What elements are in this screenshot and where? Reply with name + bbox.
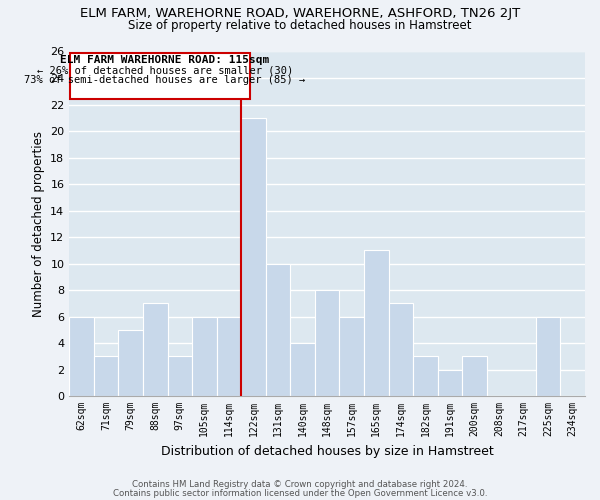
- FancyBboxPatch shape: [70, 53, 250, 99]
- Bar: [217, 316, 241, 396]
- Text: Contains public sector information licensed under the Open Government Licence v3: Contains public sector information licen…: [113, 488, 487, 498]
- Bar: [536, 316, 560, 396]
- Bar: [389, 304, 413, 396]
- Bar: [192, 316, 217, 396]
- Text: ← 26% of detached houses are smaller (30): ← 26% of detached houses are smaller (30…: [37, 66, 293, 76]
- Bar: [437, 370, 462, 396]
- Bar: [315, 290, 340, 396]
- Y-axis label: Number of detached properties: Number of detached properties: [32, 131, 44, 317]
- Text: ELM FARM WAREHORNE ROAD: 115sqm: ELM FARM WAREHORNE ROAD: 115sqm: [61, 56, 269, 66]
- Text: Size of property relative to detached houses in Hamstreet: Size of property relative to detached ho…: [128, 19, 472, 32]
- Bar: [69, 316, 94, 396]
- Bar: [241, 118, 266, 396]
- Bar: [340, 316, 364, 396]
- Bar: [266, 264, 290, 396]
- Bar: [118, 330, 143, 396]
- Text: 73% of semi-detached houses are larger (85) →: 73% of semi-detached houses are larger (…: [25, 76, 305, 86]
- Text: ELM FARM, WAREHORNE ROAD, WAREHORNE, ASHFORD, TN26 2JT: ELM FARM, WAREHORNE ROAD, WAREHORNE, ASH…: [80, 8, 520, 20]
- Bar: [413, 356, 437, 396]
- Bar: [462, 356, 487, 396]
- Text: Contains HM Land Registry data © Crown copyright and database right 2024.: Contains HM Land Registry data © Crown c…: [132, 480, 468, 489]
- Bar: [364, 250, 389, 396]
- Bar: [167, 356, 192, 396]
- X-axis label: Distribution of detached houses by size in Hamstreet: Distribution of detached houses by size …: [161, 444, 494, 458]
- Bar: [94, 356, 118, 396]
- Bar: [143, 304, 167, 396]
- Bar: [290, 343, 315, 396]
